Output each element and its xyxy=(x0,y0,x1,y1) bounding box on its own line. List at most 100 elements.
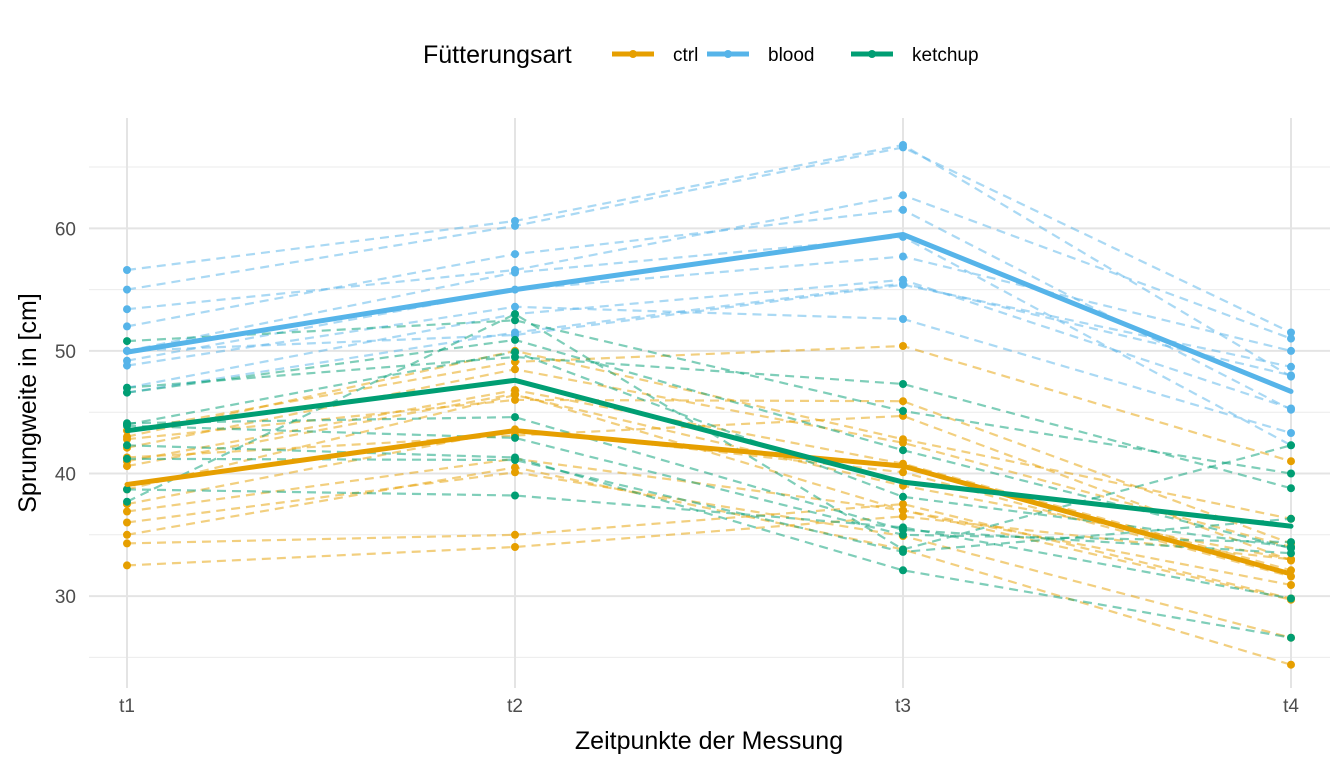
mean-line-blood xyxy=(124,232,1294,394)
point-ketchup xyxy=(511,433,519,442)
point-ctrl xyxy=(123,539,131,548)
point-ketchup xyxy=(899,380,907,388)
individual-line-ketchup xyxy=(126,444,1292,639)
individual-line-ctrl xyxy=(126,428,1292,578)
point-ketchup xyxy=(511,335,519,344)
point-blood xyxy=(899,205,907,214)
mean-line-ketchup xyxy=(124,377,1294,529)
point-ketchup xyxy=(123,454,131,463)
point-blood xyxy=(899,252,907,261)
point-blood xyxy=(1287,429,1295,437)
individual-line-ctrl xyxy=(126,502,1292,600)
individual-line-blood xyxy=(126,283,1292,368)
y-tick-label: 40 xyxy=(55,464,76,485)
individual-line-blood xyxy=(126,194,1292,340)
individual-line-ketchup xyxy=(126,457,1292,554)
individual-line-blood xyxy=(126,146,1292,334)
point-blood xyxy=(1287,362,1295,371)
individual-line-blood xyxy=(126,208,1292,411)
legend-label-blood: blood xyxy=(768,45,815,66)
legend-label-ketchup: ketchup xyxy=(912,45,979,66)
point-ctrl xyxy=(511,395,519,404)
point-ctrl xyxy=(123,518,131,527)
legend-title: Fütterungsart xyxy=(423,41,572,69)
legend-key-point-blood xyxy=(724,50,732,58)
y-tick-label: 50 xyxy=(55,342,76,363)
point-ketchup xyxy=(1287,441,1295,450)
legend-key-point-ctrl xyxy=(629,50,637,58)
point-blood xyxy=(1287,405,1295,414)
point-ketchup xyxy=(1287,514,1295,523)
point-ketchup xyxy=(123,383,131,392)
point-ketchup xyxy=(123,485,131,494)
legend-key-point-ketchup xyxy=(868,50,876,58)
x-tick-label: t1 xyxy=(119,696,135,717)
individual-line-blood xyxy=(126,305,1292,435)
point-ketchup xyxy=(123,497,131,506)
point-ctrl xyxy=(123,435,131,444)
individual-line-ctrl xyxy=(126,349,1292,520)
point-ketchup xyxy=(511,348,519,357)
individual-line-ctrl xyxy=(126,471,1292,639)
individual-line-ctrl xyxy=(126,344,1292,463)
point-ctrl xyxy=(123,462,131,471)
individual-line-ctrl xyxy=(126,466,1292,666)
point-ketchup xyxy=(899,530,907,539)
point-ctrl xyxy=(899,468,907,477)
legend: Fütterungsart ctrl blood ketchup xyxy=(423,41,979,69)
x-axis-title: Zeitpunkte der Messung xyxy=(575,727,843,755)
point-blood xyxy=(123,322,131,331)
point-ketchup xyxy=(899,566,907,575)
point-blood xyxy=(511,302,519,311)
point-ctrl xyxy=(899,342,907,350)
point-ketchup xyxy=(123,420,131,429)
individual-line-blood xyxy=(126,282,1292,394)
point-ctrl xyxy=(511,365,519,374)
individual-line-ketchup xyxy=(126,319,1292,475)
point-ctrl xyxy=(899,506,907,515)
x-tick-label: t3 xyxy=(895,696,911,717)
point-ctrl xyxy=(899,435,907,444)
point-blood xyxy=(511,217,519,225)
y-tick-label: 60 xyxy=(55,219,76,240)
point-ctrl xyxy=(123,530,131,539)
point-blood xyxy=(1287,372,1295,381)
point-blood xyxy=(123,285,131,294)
point-ketchup xyxy=(123,337,131,346)
individual-line-blood xyxy=(126,255,1292,362)
individual-line-blood xyxy=(126,278,1292,410)
individual-line-ctrl xyxy=(126,392,1292,601)
point-blood xyxy=(1287,346,1295,355)
point-ctrl xyxy=(123,507,131,516)
individual-line-ctrl xyxy=(126,414,1292,562)
point-ctrl xyxy=(511,468,519,477)
individual-line-blood xyxy=(126,143,1292,378)
point-blood xyxy=(123,305,131,314)
individual-line-ketchup xyxy=(126,355,1292,490)
mean-lines xyxy=(124,232,1294,577)
point-ketchup xyxy=(1287,543,1295,551)
point-blood xyxy=(123,266,131,274)
point-ctrl xyxy=(1287,660,1295,669)
point-ketchup xyxy=(123,441,131,450)
grid: 30 40 50 60 t1 t2 t3 t4 xyxy=(55,118,1330,717)
point-ketchup xyxy=(511,453,519,462)
individual-line-ketchup xyxy=(126,424,1292,544)
point-ketchup xyxy=(511,310,519,319)
point-blood xyxy=(899,315,907,323)
point-ctrl xyxy=(899,397,907,406)
point-ketchup xyxy=(1287,633,1295,642)
point-blood xyxy=(899,191,907,200)
point-ketchup xyxy=(511,491,519,500)
y-tick-label: 30 xyxy=(55,587,76,608)
point-ctrl xyxy=(511,543,519,551)
point-blood xyxy=(899,141,907,149)
point-blood xyxy=(1287,334,1295,343)
point-blood xyxy=(1287,328,1295,337)
point-ctrl xyxy=(511,389,519,398)
point-ketchup xyxy=(899,407,907,415)
point-ketchup xyxy=(1287,484,1295,493)
point-ctrl xyxy=(1287,556,1295,565)
